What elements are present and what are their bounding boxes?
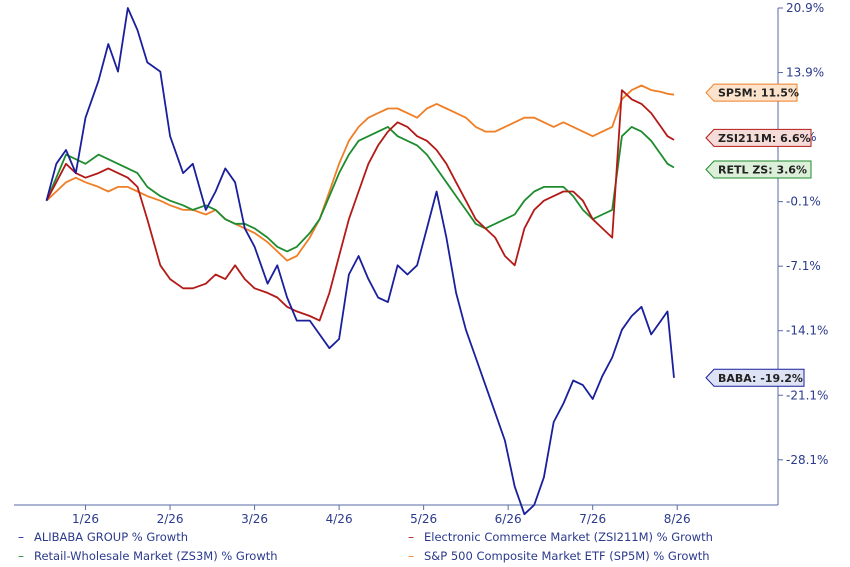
y-tick-label: 13.9% — [786, 66, 824, 80]
legend-label: Retail-Wholesale Market (ZS3M) % Growth — [34, 548, 278, 563]
legend-label: Electronic Commerce Market (ZSI211M) % G… — [424, 529, 713, 544]
end-tag-box — [705, 83, 798, 102]
y-tick-label: -21.1% — [786, 388, 828, 402]
x-tick-label: 8/26 — [664, 512, 691, 526]
series-line-0 — [45, 7, 675, 516]
legend-line-icon: – — [18, 529, 24, 544]
end-tag-box — [705, 368, 805, 387]
end-tag-label: ZSI211M: 6.6% — [718, 132, 811, 145]
legend-item-retail: – Retail-Wholesale Market (ZS3M) % Growt… — [14, 549, 404, 563]
legend-item-baba: – ALIBABA GROUP % Growth — [14, 530, 404, 544]
chart-legend: – ALIBABA GROUP % Growth – Electronic Co… — [14, 527, 844, 565]
x-tick-label: 6/26 — [495, 512, 522, 526]
y-tick-label: 20.9% — [786, 1, 824, 15]
performance-chart: 1/26 2/26 3/26 4/26 5/26 6/26 7/26 8/26 20.9% 13… — [0, 0, 850, 527]
x-tick-label: 1/26 — [72, 512, 99, 526]
x-tick-label: 3/26 — [241, 512, 268, 526]
legend-label: ALIBABA GROUP % Growth — [34, 529, 189, 544]
series-line-3 — [45, 84, 675, 262]
legend-item-sp500: – S&P 500 Composite Market ETF (SP5M) % … — [404, 549, 824, 563]
legend-line-icon: – — [408, 548, 414, 563]
y-tick-label: -14.1% — [786, 324, 828, 338]
end-tag-label: BABA: -19.2% — [718, 372, 803, 385]
legend-line-icon: – — [18, 548, 24, 563]
end-tag-box — [705, 128, 812, 147]
legend-item-ecommerce: – Electronic Commerce Market (ZSI211M) %… — [404, 530, 824, 544]
series-lines — [45, 7, 675, 516]
y-tick-label: -28.1% — [786, 453, 828, 467]
x-tick-label: 4/26 — [326, 512, 353, 526]
end-tag-box — [705, 160, 812, 179]
series-line-1 — [45, 89, 675, 322]
series-line-2 — [45, 126, 675, 253]
chart-background — [0, 0, 850, 527]
x-axis-ticks: 1/26 2/26 3/26 4/26 5/26 6/26 7/26 8/26 — [72, 505, 691, 526]
legend-row-2: – Retail-Wholesale Market (ZS3M) % Growt… — [14, 546, 844, 565]
x-tick-label: 5/26 — [410, 512, 437, 526]
x-tick-label: 7/26 — [579, 512, 606, 526]
x-tick-label: 2/26 — [157, 512, 184, 526]
end-tag-label: SP5M: 11.5% — [718, 87, 799, 100]
end-tag-label: RETL ZS: 3.6% — [718, 164, 807, 177]
legend-line-icon: – — [408, 529, 414, 544]
y-tick-label: -0.1% — [786, 195, 821, 209]
series-end-tags: BABA: -19.2% ZSI211M: 6.6% RETL ZS: 3.6% SP… — [705, 83, 812, 387]
legend-row-1: – ALIBABA GROUP % Growth – Electronic Co… — [14, 527, 844, 546]
legend-label: S&P 500 Composite Market ETF (SP5M) % Gr… — [424, 548, 710, 563]
y-tick-label: -7.1% — [786, 259, 821, 273]
